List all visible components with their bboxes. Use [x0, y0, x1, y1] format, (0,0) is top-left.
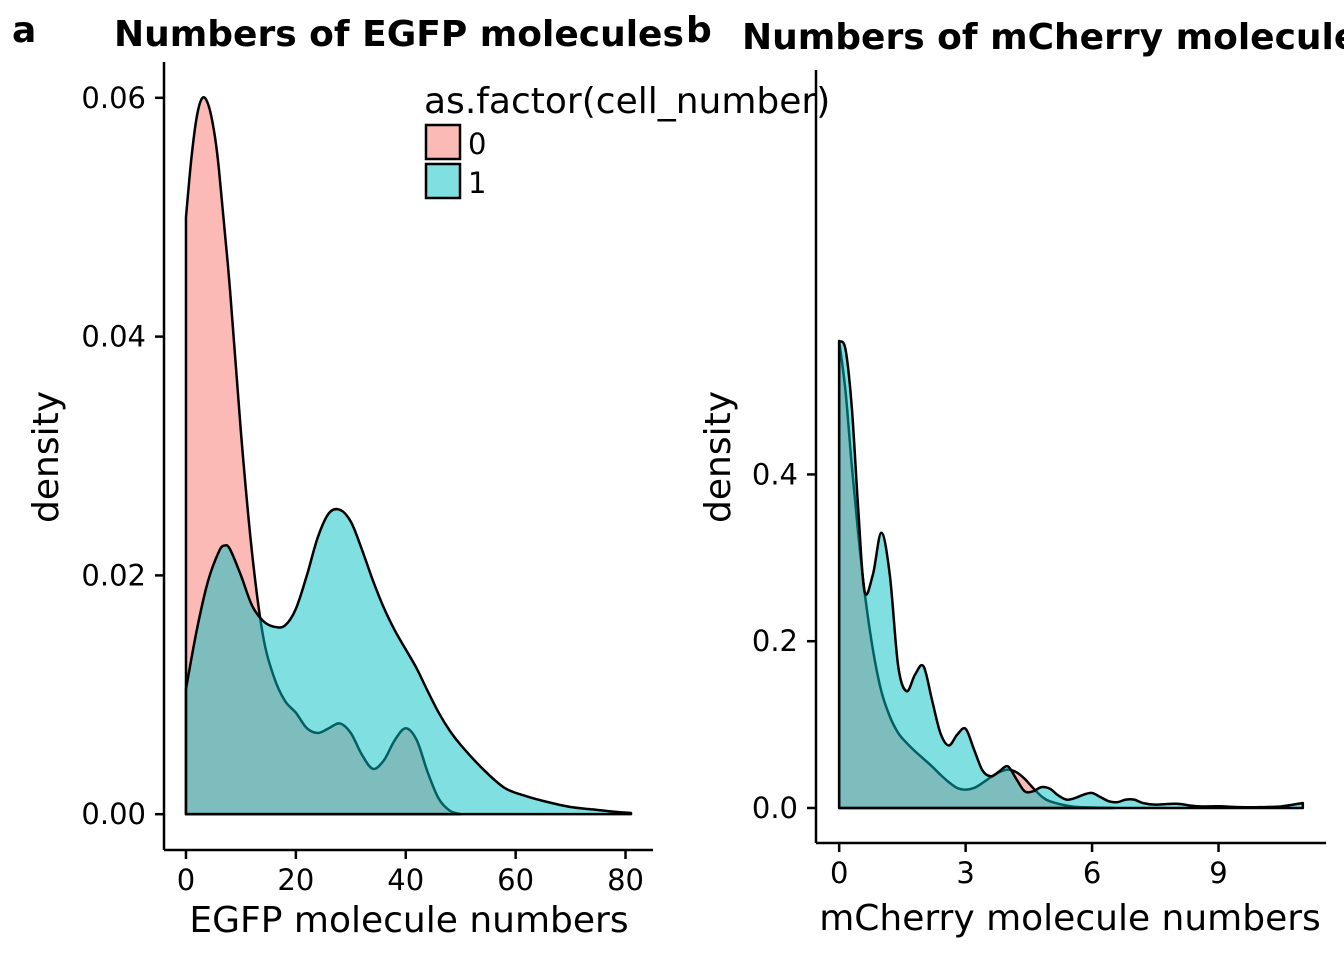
panel-b-density-area-1 — [837, 339, 1305, 810]
panel-a-xlabel: EGFP molecule numbers — [189, 900, 628, 941]
panel-b-x-tick-label: 9 — [1209, 856, 1227, 890]
legend-title: as.factor(cell_number) — [424, 81, 830, 122]
panel-b-label: b — [686, 10, 712, 51]
panel-a-y-tick-label: 0.04 — [81, 320, 146, 354]
panel-b-plot-area: 0 3 6 9 0.0 0.2 0.4 — [752, 70, 1326, 890]
legend-label-0: 0 — [468, 127, 486, 161]
panel-a-title: Numbers of EGFP molecules — [114, 14, 684, 55]
panel-a-x-tick-label: 0 — [177, 863, 195, 897]
panel-a-x-tick-label: 20 — [277, 863, 314, 897]
panel-b-x-tick-label: 0 — [830, 856, 848, 890]
panel-b-xlabel: mCherry molecule numbers — [819, 898, 1321, 939]
panel-a-plot-area: 0 20 40 60 80 0.00 0.02 0.04 0.06 — [81, 62, 653, 897]
panel-b-x-tick-label: 3 — [956, 856, 974, 890]
panel-a-x-tick-label: 80 — [607, 863, 644, 897]
panel-a-ylabel: density — [26, 391, 67, 523]
panel-b-ylabel: density — [698, 391, 739, 523]
legend-swatch-1 — [424, 162, 462, 200]
panel-b: 0 3 6 9 0.0 0.2 0.4 mCherry molecule numbers d… — [686, 10, 1344, 939]
panel-b-title: Numbers of mCherry molecules — [742, 17, 1344, 58]
panel-a-y-tick-label: 0.00 — [81, 797, 146, 831]
legend-swatch-0 — [424, 123, 462, 161]
panel-a-label: a — [12, 10, 36, 51]
panel-a-x-tick-label: 40 — [387, 863, 424, 897]
panel-a: a Numbers of EGFP molecules 0 20 40 60 80 0.0… — [12, 10, 684, 941]
legend-label-1: 1 — [468, 166, 486, 200]
panel-b-y-tick-label: 0.2 — [752, 624, 798, 658]
panel-a-y-tick-label: 0.06 — [81, 81, 146, 115]
panel-a-y-tick-label: 0.02 — [81, 558, 146, 592]
panel-b-x-tick-label: 6 — [1083, 856, 1101, 890]
legend: as.factor(cell_number) 0 1 — [424, 81, 830, 200]
panel-b-y-tick-label: 0.4 — [752, 457, 798, 491]
panel-a-density-area-1 — [184, 507, 633, 816]
panel-b-y-tick-label: 0.0 — [752, 791, 798, 825]
panel-a-x-tick-label: 60 — [497, 863, 534, 897]
